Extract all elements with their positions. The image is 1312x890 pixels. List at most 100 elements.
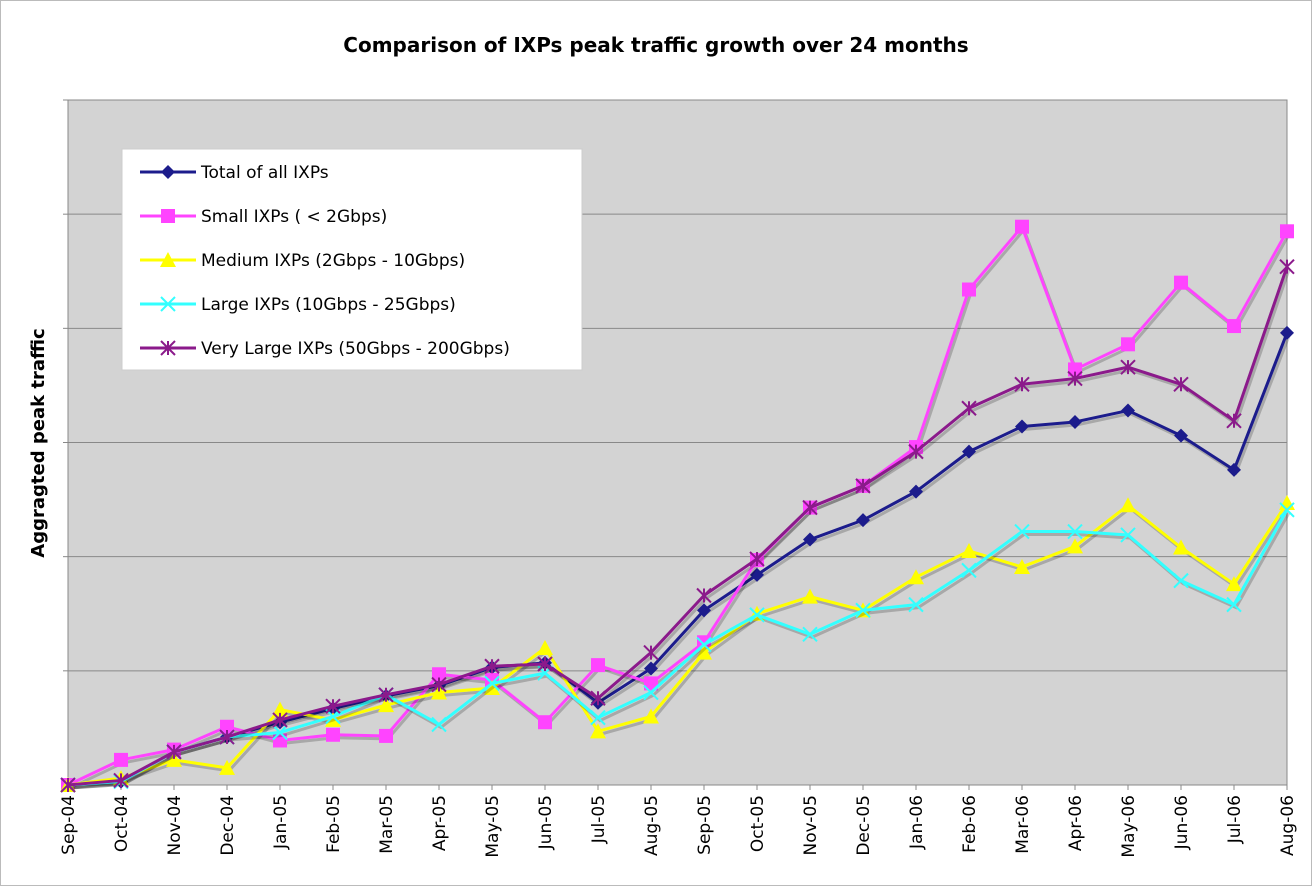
x-tick-label: Jan-05 [271, 795, 291, 850]
marker [1279, 258, 1295, 275]
marker [696, 587, 712, 604]
marker [749, 607, 765, 623]
series-line [67, 332, 1289, 787]
marker [696, 644, 712, 660]
series-line [67, 502, 1289, 787]
marker [1280, 325, 1294, 340]
marker [1173, 539, 1189, 555]
x-tick-label: Mar-06 [1013, 795, 1033, 854]
marker [1173, 376, 1189, 392]
x-tick-label: Nov-05 [801, 795, 821, 856]
marker [272, 724, 288, 741]
marker [855, 478, 871, 494]
marker [590, 723, 606, 739]
marker [1068, 414, 1082, 429]
marker [1014, 376, 1030, 392]
x-tick-label: Feb-06 [960, 795, 980, 853]
marker [484, 658, 500, 674]
marker [1121, 403, 1135, 418]
marker [1121, 337, 1135, 352]
marker [1067, 523, 1083, 540]
marker [1120, 527, 1136, 543]
x-tick-label: Dec-04 [218, 795, 238, 856]
legend-label: Small IXPs ( < 2Gbps) [201, 207, 387, 227]
marker [484, 675, 500, 692]
marker [537, 640, 553, 655]
marker [856, 513, 870, 528]
marker [432, 667, 446, 682]
legend-label: Medium IXPs (2Gbps - 10Gbps) [201, 251, 465, 271]
series-line [67, 509, 1289, 787]
legend-marker [161, 209, 175, 223]
marker [1226, 413, 1242, 429]
marker [961, 400, 977, 416]
marker [220, 719, 234, 734]
marker [643, 708, 659, 724]
marker [962, 282, 976, 297]
marker [1174, 428, 1188, 443]
marker [431, 684, 447, 700]
marker [590, 690, 606, 706]
x-tick-label: Jul-06 [1225, 795, 1245, 844]
marker [378, 687, 394, 703]
marker [1120, 497, 1136, 513]
marker [802, 499, 818, 516]
marker [855, 602, 871, 619]
legend-label: Large IXPs (10Gbps - 25Gbps) [201, 295, 456, 315]
x-tick-label: Jun-05 [536, 795, 556, 850]
x-tick-label: Sep-04 [59, 795, 79, 855]
x-tick-label: Aug-05 [642, 795, 662, 856]
legend-marker [160, 340, 176, 356]
marker [1014, 523, 1030, 540]
x-tick-label: Sep-05 [695, 795, 715, 855]
marker [591, 658, 605, 673]
x-tick-label: Jul-05 [589, 795, 609, 844]
marker [802, 588, 818, 604]
marker [431, 676, 447, 693]
chart-title: Comparison of IXPs peak traffic growth o… [343, 33, 968, 57]
marker [60, 777, 76, 793]
marker [484, 679, 500, 695]
legend-box [121, 148, 583, 371]
marker [1226, 576, 1242, 592]
x-tick-label: Jun-06 [1172, 795, 1192, 850]
x-tick-label: Apr-05 [430, 795, 450, 851]
marker [1173, 572, 1189, 589]
x-tick-label: Oct-04 [112, 795, 132, 852]
shadow-line [69, 335, 1291, 790]
marker [379, 728, 393, 743]
marker [272, 701, 288, 717]
marker [325, 711, 341, 727]
x-tick-label: May-05 [483, 795, 503, 858]
marker [961, 562, 977, 579]
marker [378, 697, 394, 713]
marker [1068, 362, 1082, 377]
shadow-line [69, 512, 1291, 790]
marker [643, 644, 659, 661]
y-axis-label: Aggragted peak traffic [28, 328, 49, 557]
marker [219, 759, 235, 775]
marker [1280, 224, 1294, 239]
marker [962, 444, 976, 459]
marker [431, 716, 447, 733]
marker [749, 551, 765, 567]
marker [1014, 558, 1030, 574]
marker [1015, 219, 1029, 234]
marker [908, 569, 924, 585]
marker [166, 751, 182, 767]
legend-label: Total of all IXPs [200, 163, 329, 183]
marker [1015, 419, 1029, 434]
x-tick-label: Apr-06 [1066, 795, 1086, 851]
marker [590, 709, 606, 726]
marker [1226, 596, 1242, 613]
marker [1279, 502, 1295, 518]
marker [961, 542, 977, 558]
x-tick-label: Feb-05 [324, 795, 344, 853]
marker [644, 661, 658, 676]
legend-marker [160, 252, 176, 267]
marker [166, 744, 182, 760]
marker [113, 772, 129, 789]
marker [803, 532, 817, 547]
x-tick-label: Aug-06 [1278, 795, 1298, 856]
